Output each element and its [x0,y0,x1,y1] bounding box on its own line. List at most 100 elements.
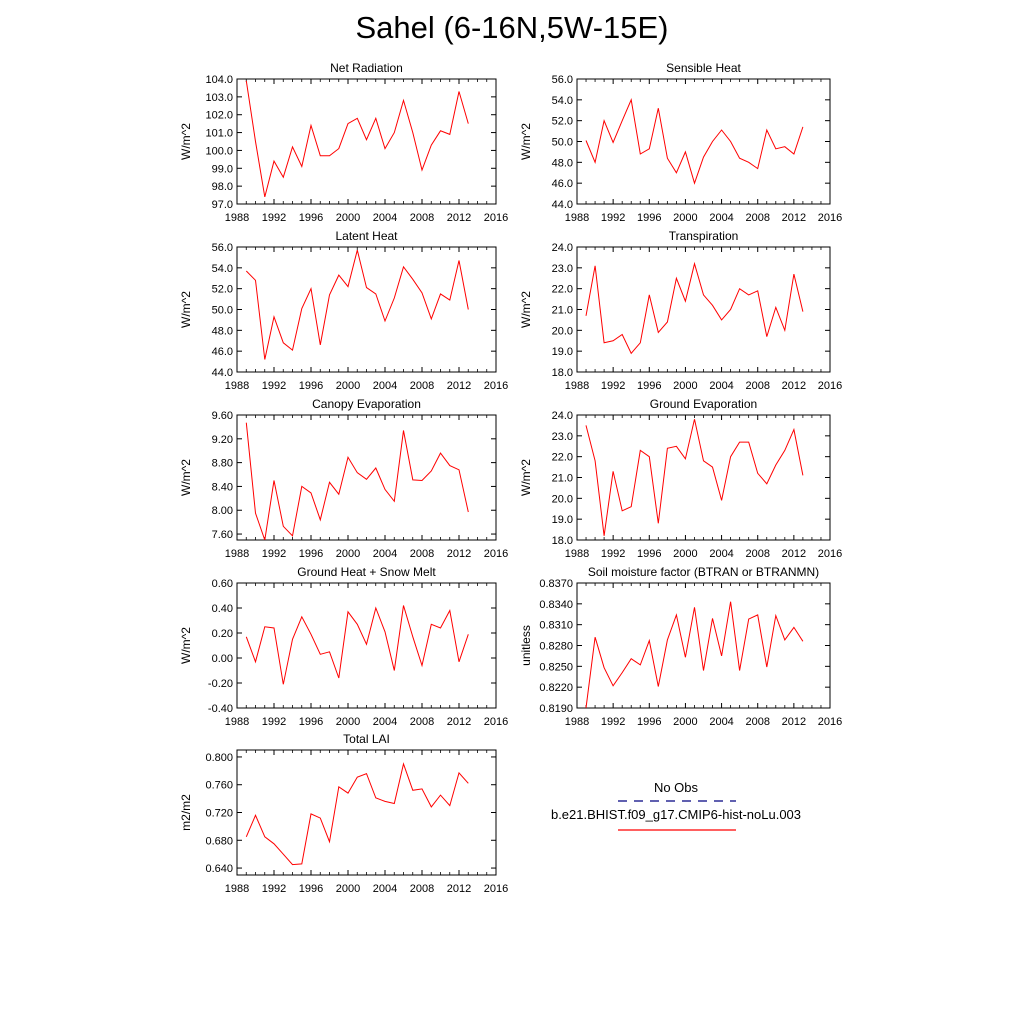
canopy-evaporation-series-line [245,422,469,540]
ground-heat-snow-melt-xtick-label: 1996 [299,716,323,728]
sensible-heat-xtick-label: 2000 [673,212,697,224]
transpiration-frame [576,246,831,373]
ground-evaporation-ytick-label: 18.0 [552,535,573,547]
ground-heat-snow-melt-xtick-label: 1988 [225,716,249,728]
ground-evaporation-xtick-label: 1992 [601,548,625,560]
ground-evaporation-ytick-label: 19.0 [552,514,573,526]
ground-heat-snow-melt-xtick-label: 2000 [336,716,360,728]
net-radiation-xtick-label: 1988 [225,212,249,224]
transpiration-xtick-label: 1988 [565,380,589,392]
canopy-evaporation-ytick-label: 8.00 [212,505,233,517]
transpiration-ytick-label: 18.0 [552,367,573,379]
legend: No Obs b.e21.BHIST.f09_g17.CMIP6-hist-no… [551,780,801,831]
latent-heat-ytick-label: 50.0 [212,305,233,317]
soil-moisture-factor-btran-or-btranmn-ytick-label: 0.8340 [539,599,573,611]
sensible-heat-xtick-label: 2012 [782,212,806,224]
sensible-heat-ytick-label: 54.0 [552,95,573,107]
soil-moisture-factor-btran-or-btranmn-frame [576,582,831,709]
latent-heat-xtick-label: 2008 [410,380,434,392]
latent-heat-ytick-label: 52.0 [212,284,233,296]
main-title: Sahel (6-16N,5W-15E) [355,10,669,45]
ground-heat-snow-melt-ytick-label: 0.60 [212,578,233,590]
total-lai-ytick-label: 0.760 [205,780,233,792]
ground-heat-snow-melt-series-line [245,605,469,685]
soil-moisture-factor-btran-or-btranmn-ytick-label: 0.8310 [539,620,573,632]
latent-heat-ytick-label: 44.0 [212,367,233,379]
net-radiation-xtick-label: 2004 [373,212,397,224]
transpiration-ytick-label: 24.0 [552,242,573,254]
panel-latent-heat: Latent Heat W/m^2 1988 1992 1996 2000 2004 2008… [179,229,508,392]
ground-evaporation-title: Ground Evaporation [650,397,757,411]
ground-evaporation-ylabel: W/m^2 [519,459,533,496]
latent-heat-ytick-label: 48.0 [212,325,233,337]
sensible-heat-xtick-label: 2016 [818,212,842,224]
transpiration-xtick-label: 2008 [745,380,769,392]
soil-moisture-factor-btran-or-btranmn-xtick-label: 2000 [673,716,697,728]
transpiration-xtick-label: 2004 [709,380,733,392]
panel-ground-evaporation: Ground Evaporation W/m^2 1988 1992 1996 2000 2… [519,397,842,560]
soil-moisture-factor-btran-or-btranmn-xtick-label: 2008 [745,716,769,728]
net-radiation-ytick-label: 100.0 [205,145,233,157]
canopy-evaporation-xtick-label: 1996 [299,548,323,560]
net-radiation-xtick-label: 1996 [299,212,323,224]
panel-sensible-heat: Sensible Heat W/m^2 1988 1992 1996 2000 2004 20… [519,61,842,224]
total-lai-xtick-label: 2016 [484,883,508,895]
sensible-heat-title: Sensible Heat [666,61,741,75]
net-radiation-ylabel: W/m^2 [179,123,193,160]
panel-transpiration: Transpiration W/m^2 1988 1992 1996 2000 2004 20… [519,229,842,392]
total-lai-ytick-label: 0.680 [205,835,233,847]
sensible-heat-ytick-label: 52.0 [552,116,573,128]
ground-evaporation-xtick-label: 1988 [565,548,589,560]
net-radiation-ytick-label: 104.0 [205,74,233,86]
latent-heat-ylabel: W/m^2 [179,291,193,328]
canopy-evaporation-xtick-label: 2004 [373,548,397,560]
soil-moisture-factor-btran-or-btranmn-xtick-label: 1992 [601,716,625,728]
total-lai-frame [236,749,497,876]
canopy-evaporation-xtick-label: 2016 [484,548,508,560]
soil-moisture-factor-btran-or-btranmn-ytick-label: 0.8280 [539,641,573,653]
panel-canopy-evaporation: Canopy Evaporation W/m^2 1988 1992 1996 2000 2… [179,397,508,560]
net-radiation-ytick-label: 97.0 [212,199,233,211]
ground-heat-snow-melt-ytick-label: 0.40 [212,603,233,615]
canopy-evaporation-xtick-label: 2012 [447,548,471,560]
transpiration-ytick-label: 22.0 [552,284,573,296]
transpiration-ylabel: W/m^2 [519,291,533,328]
ground-evaporation-xtick-label: 1996 [637,548,661,560]
latent-heat-xtick-label: 2016 [484,380,508,392]
sensible-heat-xtick-label: 1992 [601,212,625,224]
net-radiation-title: Net Radiation [330,61,403,75]
net-radiation-xtick-label: 2008 [410,212,434,224]
ground-evaporation-ytick-label: 20.0 [552,493,573,505]
sensible-heat-xtick-label: 2008 [745,212,769,224]
soil-moisture-factor-btran-or-btranmn-ytick-label: 0.8250 [539,661,573,673]
transpiration-ytick-label: 20.0 [552,325,573,337]
total-lai-xtick-label: 1996 [299,883,323,895]
sensible-heat-frame [576,78,831,205]
latent-heat-ytick-label: 46.0 [212,346,233,358]
net-radiation-xtick-label: 1992 [262,212,286,224]
transpiration-title: Transpiration [669,229,739,243]
latent-heat-frame [236,246,497,373]
ground-heat-snow-melt-xtick-label: 2008 [410,716,434,728]
canopy-evaporation-ytick-label: 9.20 [212,434,233,446]
panels: Net Radiation W/m^2 1988 1992 1996 2000 2004 20… [179,61,842,895]
total-lai-xtick-label: 2012 [447,883,471,895]
net-radiation-ytick-label: 102.0 [205,110,233,122]
sensible-heat-series-line [585,98,804,185]
transpiration-ytick-label: 23.0 [552,263,573,275]
ground-evaporation-ytick-label: 22.0 [552,452,573,464]
panel-total-lai: Total LAI m2/m2 1988 1992 1996 2000 2004 2008 20… [179,732,508,895]
sensible-heat-ytick-label: 46.0 [552,178,573,190]
ground-heat-snow-melt-ytick-label: 0.20 [212,628,233,640]
total-lai-series-line [245,762,469,866]
sensible-heat-xtick-label: 1988 [565,212,589,224]
sensible-heat-xtick-label: 1996 [637,212,661,224]
latent-heat-xtick-label: 1996 [299,380,323,392]
canopy-evaporation-title: Canopy Evaporation [312,397,421,411]
canopy-evaporation-frame [236,414,497,541]
transpiration-xtick-label: 1996 [637,380,661,392]
latent-heat-xtick-label: 1988 [225,380,249,392]
sensible-heat-ytick-label: 56.0 [552,74,573,86]
panel-soil-moisture-factor-btran-or-btranmn: Soil moisture factor (BTRAN or BTRANMN) u… [519,565,842,728]
